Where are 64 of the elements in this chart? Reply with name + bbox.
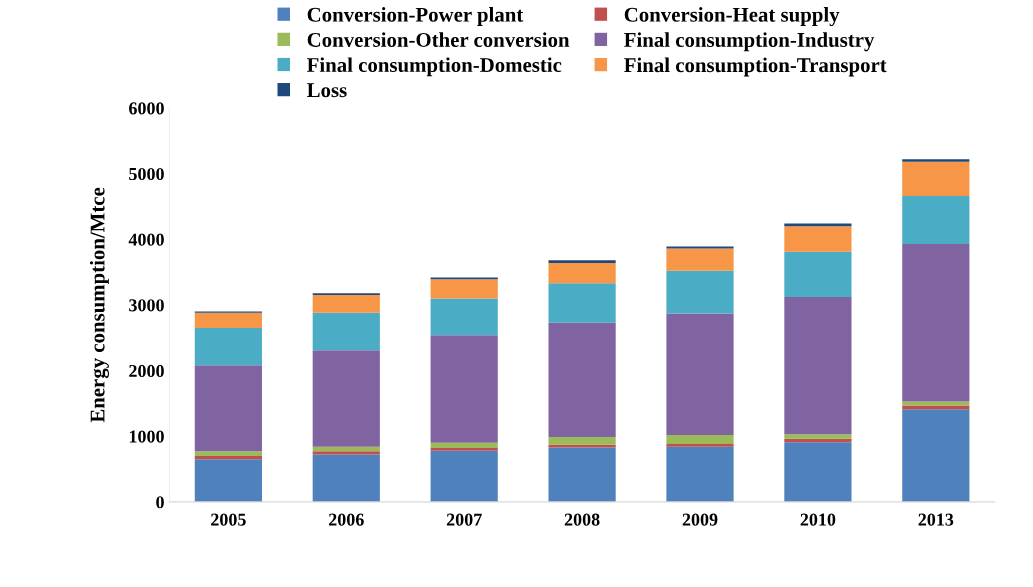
bar bbox=[548, 447, 616, 502]
bar bbox=[784, 438, 852, 443]
y-tick-label: 5000 bbox=[129, 167, 164, 181]
legend-label: Final consumption-Domestic bbox=[307, 57, 562, 77]
bar bbox=[194, 455, 262, 460]
bar bbox=[666, 270, 734, 314]
bar bbox=[784, 297, 852, 435]
x-tick-label: 2008 bbox=[564, 513, 600, 526]
legend-label: Conversion-Heat supply bbox=[624, 7, 840, 27]
y-tick-label: 4000 bbox=[128, 233, 164, 246]
bar bbox=[666, 444, 734, 447]
bar bbox=[312, 454, 380, 502]
x-tick-label: 2006 bbox=[328, 513, 364, 526]
bar bbox=[430, 298, 498, 336]
bar bbox=[784, 251, 852, 298]
bar bbox=[902, 409, 970, 502]
bar bbox=[784, 442, 852, 502]
bar bbox=[194, 365, 262, 452]
bar bbox=[666, 313, 734, 435]
bar bbox=[548, 262, 616, 284]
bar bbox=[902, 161, 970, 196]
bar bbox=[194, 451, 262, 456]
y-axis-title: Energy consumption/Mtce bbox=[89, 187, 109, 423]
bar bbox=[194, 327, 262, 366]
y-tick-label: 0 bbox=[156, 496, 164, 509]
bar bbox=[666, 434, 734, 445]
y-tick-label: 3000 bbox=[129, 299, 164, 312]
legend-label: Conversion-Other conversion bbox=[307, 32, 570, 47]
y-tick-label: 6000 bbox=[129, 102, 164, 115]
bar bbox=[902, 401, 970, 406]
bar bbox=[312, 295, 380, 313]
x-tick-label: 2007 bbox=[446, 513, 482, 526]
bar bbox=[666, 248, 734, 271]
bar bbox=[902, 243, 970, 402]
x-tick-label: 2005 bbox=[211, 513, 246, 526]
bar bbox=[430, 450, 498, 502]
bar bbox=[902, 195, 970, 244]
bar bbox=[666, 446, 734, 502]
bar bbox=[430, 448, 498, 451]
bar bbox=[430, 335, 498, 443]
legend-label: Conversion-Power plant bbox=[307, 7, 524, 26]
bar bbox=[430, 442, 498, 449]
bar bbox=[312, 451, 380, 455]
bar bbox=[548, 283, 616, 323]
bar bbox=[548, 260, 616, 263]
y-tick-label: 1000 bbox=[129, 430, 164, 443]
legend-label: Final consumption-Transport bbox=[624, 57, 887, 77]
x-tick-label: 2009 bbox=[682, 513, 718, 526]
x-tick-label: 2013 bbox=[918, 513, 954, 526]
bar bbox=[548, 322, 616, 437]
y-tick-label: 2000 bbox=[129, 364, 164, 378]
bar bbox=[784, 226, 852, 252]
bar bbox=[312, 312, 380, 351]
bar bbox=[194, 312, 262, 328]
legend-label: Loss bbox=[307, 83, 347, 98]
bar bbox=[548, 436, 616, 445]
bar bbox=[194, 459, 262, 502]
legend-label: Final consumption-Industry bbox=[624, 32, 875, 52]
bar bbox=[902, 405, 970, 410]
x-tick-label: 2010 bbox=[800, 513, 836, 526]
bar bbox=[430, 279, 498, 299]
bar bbox=[784, 434, 852, 439]
bar bbox=[312, 350, 380, 447]
bar bbox=[902, 159, 970, 162]
